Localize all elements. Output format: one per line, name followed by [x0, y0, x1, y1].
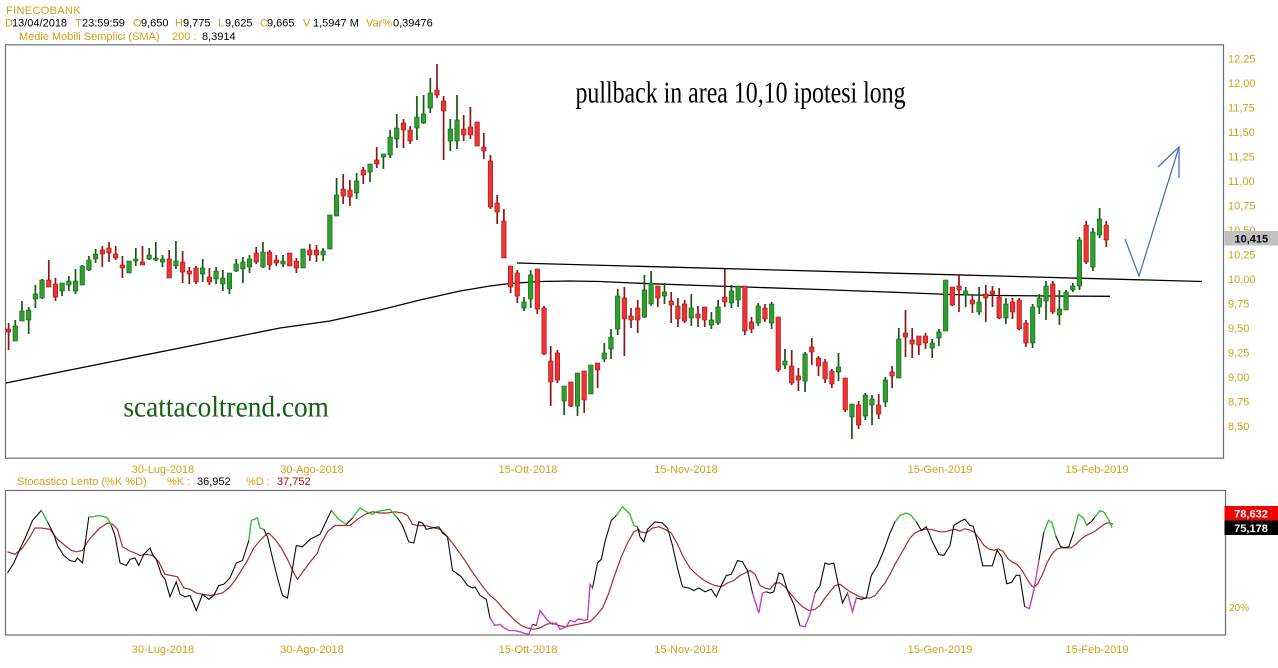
svg-text:9,25: 9,25 — [1228, 348, 1249, 360]
svg-text:15-Feb-2019: 15-Feb-2019 — [1066, 464, 1129, 476]
svg-text:9,00: 9,00 — [1228, 372, 1249, 384]
svg-text:15-Feb-2019: 15-Feb-2019 — [1066, 644, 1129, 656]
svg-text:11,25: 11,25 — [1228, 151, 1255, 163]
svg-text:30-Ago-2018: 30-Ago-2018 — [280, 644, 344, 656]
svg-text:9,50: 9,50 — [1228, 323, 1249, 335]
svg-text:20%: 20% — [1229, 603, 1249, 614]
svg-text:15-Nov-2018: 15-Nov-2018 — [654, 644, 718, 656]
svg-text:15-Gen-2019: 15-Gen-2019 — [908, 644, 973, 656]
svg-text:FINECOBANK: FINECOBANK — [6, 5, 81, 17]
svg-text:10,00: 10,00 — [1228, 274, 1256, 286]
svg-text:11,00: 11,00 — [1228, 176, 1255, 188]
svg-text:15-Gen-2019: 15-Gen-2019 — [908, 464, 973, 476]
svg-text:8,50: 8,50 — [1228, 421, 1249, 433]
svg-text:11,75: 11,75 — [1228, 102, 1255, 114]
svg-text:8,75: 8,75 — [1228, 397, 1249, 409]
svg-text:pullback in area 10,10 ipotesi: pullback in area 10,10 ipotesi long — [576, 75, 906, 110]
svg-text:10,75: 10,75 — [1228, 200, 1256, 212]
svg-text:15-Ott-2018: 15-Ott-2018 — [499, 464, 558, 476]
svg-text:10,25: 10,25 — [1228, 249, 1256, 261]
svg-text:scattacoltrend.com: scattacoltrend.com — [123, 390, 329, 423]
svg-text:78,632: 78,632 — [1234, 509, 1268, 521]
svg-text:30-Lug-2018: 30-Lug-2018 — [132, 464, 194, 476]
svg-text:75,178: 75,178 — [1234, 523, 1268, 535]
svg-text:30-Lug-2018: 30-Lug-2018 — [132, 644, 194, 656]
svg-text:11,50: 11,50 — [1228, 127, 1255, 139]
svg-text:9,75: 9,75 — [1228, 298, 1249, 310]
svg-text:Medie Mobili Semplici (SMA)200: Medie Mobili Semplici (SMA) 200 :8,3914 — [19, 31, 236, 43]
svg-text:30-Ago-2018: 30-Ago-2018 — [280, 464, 344, 476]
svg-text:12,00: 12,00 — [1228, 78, 1256, 90]
svg-text:Stocastico Lento (%K %D)%K :36: Stocastico Lento (%K %D) %K :36,952 %D :37… — [17, 476, 311, 488]
svg-text:15-Nov-2018: 15-Nov-2018 — [654, 464, 718, 476]
svg-text:12,25: 12,25 — [1228, 53, 1256, 65]
svg-text:10,415: 10,415 — [1235, 234, 1269, 246]
svg-text:15-Ott-2018: 15-Ott-2018 — [499, 644, 558, 656]
